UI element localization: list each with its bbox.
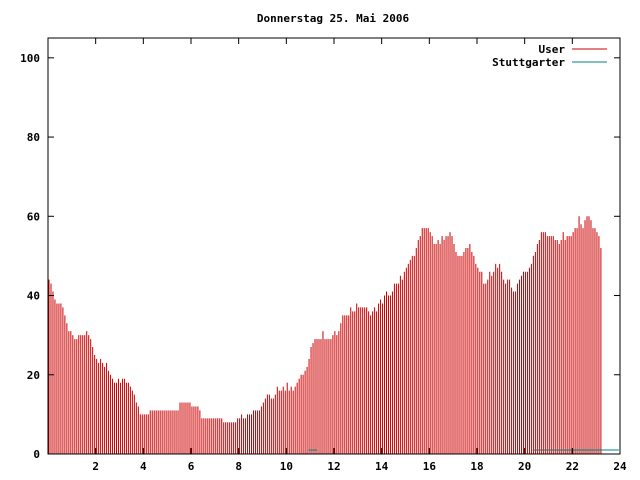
legend-label-stuttgarter: Stuttgarter <box>492 56 565 69</box>
x-tick-label: 10 <box>280 460 293 473</box>
bars-user <box>48 216 602 454</box>
x-tick-label: 18 <box>470 460 483 473</box>
legend: User Stuttgarter <box>492 43 607 69</box>
chart-title: Donnerstag 25. Mai 2006 <box>257 12 410 25</box>
x-tick-label: 4 <box>140 460 147 473</box>
x-tick-label: 20 <box>518 460 531 473</box>
x-tick-label: 14 <box>375 460 389 473</box>
y-tick-label: 80 <box>27 131 40 144</box>
x-tick-label: 8 <box>235 460 242 473</box>
x-axis: 2 4 6 8 10 12 14 16 18 20 22 24 <box>92 38 627 473</box>
x-tick-label: 2 <box>92 460 99 473</box>
y-tick-label: 60 <box>27 210 40 223</box>
y-tick-label: 20 <box>27 369 40 382</box>
x-tick-label: 24 <box>613 460 627 473</box>
x-tick-label: 22 <box>566 460 579 473</box>
y-tick-label: 40 <box>27 290 40 303</box>
y-tick-label: 0 <box>33 448 40 461</box>
legend-label-user: User <box>539 43 566 56</box>
y-axis: 0 20 40 60 80 100 <box>20 52 620 461</box>
x-tick-label: 12 <box>327 460 340 473</box>
y-tick-label: 100 <box>20 52 40 65</box>
x-tick-label: 16 <box>423 460 437 473</box>
x-tick-label: 6 <box>188 460 195 473</box>
